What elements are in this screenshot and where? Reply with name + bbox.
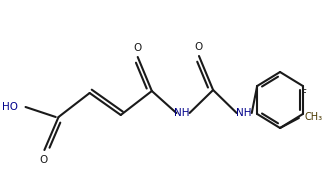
Text: CH₃: CH₃: [305, 112, 323, 122]
Text: NH: NH: [237, 108, 252, 118]
Text: HO: HO: [2, 102, 18, 112]
Text: O: O: [195, 42, 203, 52]
Text: O: O: [133, 43, 142, 53]
Text: O: O: [39, 155, 48, 165]
Text: NH: NH: [174, 108, 190, 118]
Text: F: F: [301, 89, 307, 99]
